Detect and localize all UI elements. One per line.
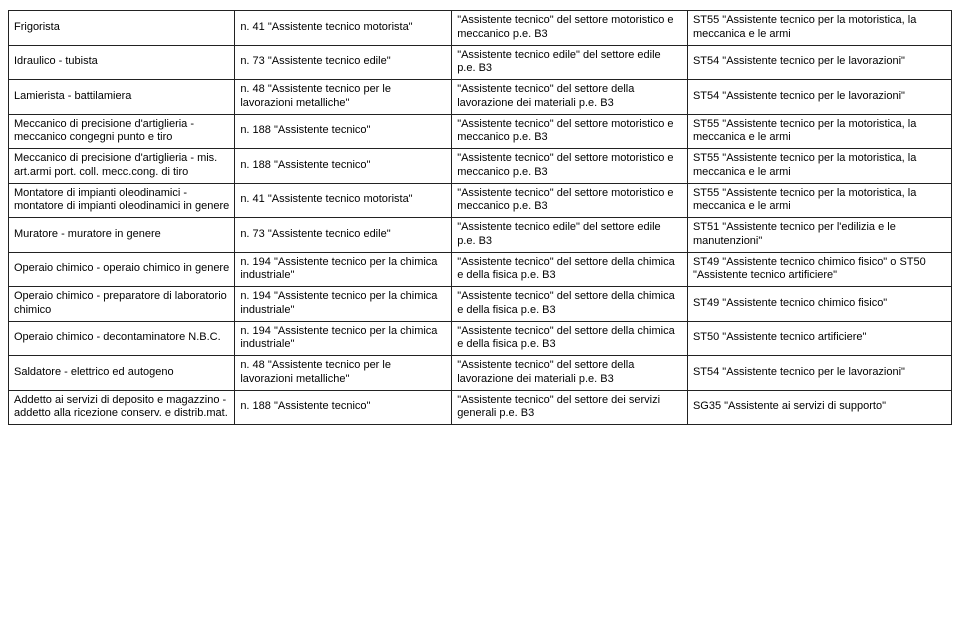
table-cell: Operaio chimico - operaio chimico in gen…	[9, 252, 235, 287]
table-cell: "Assistente tecnico" del settore della c…	[452, 252, 688, 287]
table-cell: n. 48 "Assistente tecnico per le lavoraz…	[235, 356, 452, 391]
table-row: Operaio chimico - preparatore di laborat…	[9, 287, 952, 322]
table-cell: "Assistente tecnico" del settore della c…	[452, 287, 688, 322]
table-cell: Muratore - muratore in genere	[9, 218, 235, 253]
table-cell: "Assistente tecnico edile" del settore e…	[452, 218, 688, 253]
table-cell: ST49 "Assistente tecnico chimico fisico"	[687, 287, 951, 322]
table-cell: Lamierista - battilamiera	[9, 80, 235, 115]
table-cell: n. 188 "Assistente tecnico"	[235, 390, 452, 425]
table-cell: "Assistente tecnico" del settore della c…	[452, 321, 688, 356]
table-cell: n. 41 "Assistente tecnico motorista"	[235, 183, 452, 218]
table-cell: ST55 "Assistente tecnico per la motorist…	[687, 11, 951, 46]
table-row: Addetto ai servizi di deposito e magazzi…	[9, 390, 952, 425]
table-cell: Operaio chimico - decontaminatore N.B.C.	[9, 321, 235, 356]
table-page: { "table": { "columns": ["col1","col2","…	[0, 0, 960, 638]
table-cell: "Assistente tecnico" del settore motoris…	[452, 183, 688, 218]
table-cell: SG35 "Assistente ai servizi di supporto"	[687, 390, 951, 425]
table-cell: "Assistente tecnico" del settore motoris…	[452, 11, 688, 46]
table-cell: n. 48 "Assistente tecnico per le lavoraz…	[235, 80, 452, 115]
table-cell: n. 188 "Assistente tecnico"	[235, 149, 452, 184]
table-cell: ST55 "Assistente tecnico per la motorist…	[687, 183, 951, 218]
table-cell: ST55 "Assistente tecnico per la motorist…	[687, 114, 951, 149]
table-cell: n. 194 "Assistente tecnico per la chimic…	[235, 252, 452, 287]
table-cell: ST50 "Assistente tecnico artificiere"	[687, 321, 951, 356]
table-body: Frigoristan. 41 "Assistente tecnico moto…	[9, 11, 952, 425]
table-row: Operaio chimico - decontaminatore N.B.C.…	[9, 321, 952, 356]
table-row: Meccanico di precisione d'artiglieria - …	[9, 114, 952, 149]
table-cell: n. 73 "Assistente tecnico edile"	[235, 45, 452, 80]
table-cell: "Assistente tecnico" del settore dei ser…	[452, 390, 688, 425]
table-row: Muratore - muratore in generen. 73 "Assi…	[9, 218, 952, 253]
table-cell: Frigorista	[9, 11, 235, 46]
table-cell: ST49 "Assistente tecnico chimico fisico"…	[687, 252, 951, 287]
profession-mapping-table: Frigoristan. 41 "Assistente tecnico moto…	[8, 10, 952, 425]
table-cell: ST54 "Assistente tecnico per le lavorazi…	[687, 80, 951, 115]
table-row: Operaio chimico - operaio chimico in gen…	[9, 252, 952, 287]
table-cell: "Assistente tecnico" del settore della l…	[452, 356, 688, 391]
table-cell: n. 194 "Assistente tecnico per la chimic…	[235, 287, 452, 322]
table-cell: Idraulico - tubista	[9, 45, 235, 80]
table-cell: n. 194 "Assistente tecnico per la chimic…	[235, 321, 452, 356]
table-cell: "Assistente tecnico" del settore motoris…	[452, 149, 688, 184]
table-row: Montatore di impianti oleodinamici - mon…	[9, 183, 952, 218]
table-cell: n. 73 "Assistente tecnico edile"	[235, 218, 452, 253]
table-cell: n. 188 "Assistente tecnico"	[235, 114, 452, 149]
table-cell: Montatore di impianti oleodinamici - mon…	[9, 183, 235, 218]
table-cell: ST54 "Assistente tecnico per le lavorazi…	[687, 356, 951, 391]
table-cell: n. 41 "Assistente tecnico motorista"	[235, 11, 452, 46]
table-row: Frigoristan. 41 "Assistente tecnico moto…	[9, 11, 952, 46]
table-row: Saldatore - elettrico ed autogenon. 48 "…	[9, 356, 952, 391]
table-cell: Meccanico di precisione d'artiglieria - …	[9, 149, 235, 184]
table-row: Meccanico di precisione d'artiglieria - …	[9, 149, 952, 184]
table-cell: Meccanico di precisione d'artiglieria - …	[9, 114, 235, 149]
table-cell: ST54 "Assistente tecnico per le lavorazi…	[687, 45, 951, 80]
table-cell: Operaio chimico - preparatore di laborat…	[9, 287, 235, 322]
table-cell: Saldatore - elettrico ed autogeno	[9, 356, 235, 391]
table-row: Lamierista - battilamieran. 48 "Assisten…	[9, 80, 952, 115]
table-cell: "Assistente tecnico edile" del settore e…	[452, 45, 688, 80]
table-cell: "Assistente tecnico" del settore della l…	[452, 80, 688, 115]
table-cell: ST55 "Assistente tecnico per la motorist…	[687, 149, 951, 184]
table-cell: ST51 "Assistente tecnico per l'edilizia …	[687, 218, 951, 253]
table-cell: Addetto ai servizi di deposito e magazzi…	[9, 390, 235, 425]
table-row: Idraulico - tubistan. 73 "Assistente tec…	[9, 45, 952, 80]
table-cell: "Assistente tecnico" del settore motoris…	[452, 114, 688, 149]
